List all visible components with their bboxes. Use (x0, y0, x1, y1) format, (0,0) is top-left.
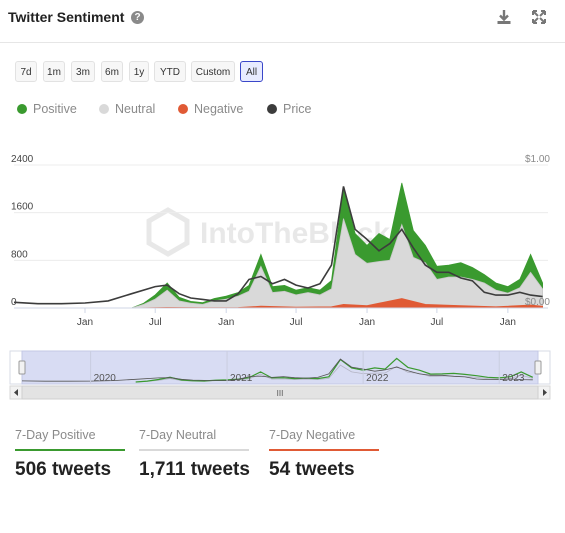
stat-positive-value: 506 tweets (15, 459, 112, 480)
stat-neutral-value: 1,711 tweets (139, 459, 250, 480)
y2-tick-label: $1.00 (525, 154, 550, 165)
navigator-positive-line (135, 357, 534, 383)
y-tick-label: 0 (11, 297, 17, 308)
legend-swatch-price (267, 104, 277, 114)
stat-negative-value: 54 tweets (269, 459, 355, 480)
legend-item-negative[interactable]: Negative (178, 102, 243, 116)
legend-item-price[interactable]: Price (267, 102, 311, 116)
legend-swatch-negative (178, 104, 188, 114)
x-tick-label: Jul (290, 317, 303, 328)
x-tick-label: Jan (500, 317, 516, 328)
scrollbar-grip: III (277, 389, 284, 398)
x-tick-label: Jan (218, 317, 234, 328)
stat-negative: 7-Day Negative 54 tweets (269, 425, 379, 481)
legend-swatch-neutral (99, 104, 109, 114)
x-tick-label: Jul (430, 317, 443, 328)
y-tick-label: 2400 (11, 154, 34, 165)
navigator-left-handle[interactable] (18, 360, 26, 375)
range-ytd-button[interactable]: YTD (154, 61, 186, 82)
legend-swatch-positive (17, 104, 27, 114)
stat-neutral-underline (139, 449, 249, 451)
scroll-left-arrow-icon[interactable] (14, 389, 18, 396)
stat-neutral: 7-Day Neutral 1,711 tweets (139, 425, 250, 481)
navigator-year-label: 2021 (230, 373, 253, 384)
legend-item-neutral[interactable]: Neutral (99, 102, 155, 116)
navigator-price-line (21, 358, 533, 382)
x-tick-label: Jul (149, 317, 162, 328)
range-1y-button[interactable]: 1y (129, 61, 149, 82)
range-7d-button[interactable]: 7d (15, 61, 37, 82)
scroll-right-arrow-icon[interactable] (543, 389, 547, 396)
download-icon[interactable] (495, 8, 513, 26)
x-tick-label: Jan (77, 317, 93, 328)
navigator-scrollbar-thumb[interactable] (21, 385, 539, 400)
y-tick-label: 1600 (11, 202, 34, 213)
y2-tick-label: $0.00 (525, 297, 550, 308)
range-6m-button[interactable]: 6m (101, 61, 123, 82)
stat-positive-underline (15, 449, 125, 451)
range-3m-button[interactable]: 3m (71, 61, 95, 82)
widget-header: Twitter Sentiment ? (0, 0, 565, 43)
help-icon[interactable]: ? (131, 11, 144, 24)
series-neutral-area[interactable] (131, 218, 544, 309)
x-tick-label: Jan (359, 317, 375, 328)
navigator-year-label: 2023 (502, 373, 525, 384)
stats-row: 7-Day Positive 506 tweets 7-Day Neutral … (0, 425, 565, 495)
navigator-year-label: 2020 (94, 373, 117, 384)
stat-negative-underline (269, 449, 379, 451)
expand-icon[interactable] (530, 8, 548, 26)
range-custom-button[interactable]: Custom (191, 61, 235, 82)
series-price-line[interactable] (13, 186, 543, 305)
stat-negative-label: 7-Day Negative (269, 428, 356, 442)
stat-neutral-label: 7-Day Neutral (139, 428, 217, 442)
navigator-right-handle[interactable] (534, 360, 542, 375)
stat-positive-label: 7-Day Positive (15, 428, 96, 442)
stat-positive: 7-Day Positive 506 tweets (15, 425, 125, 481)
navigator-year-label: 2022 (366, 373, 389, 384)
range-all-button[interactable]: All (240, 61, 263, 82)
widget-title: Twitter Sentiment (8, 9, 125, 25)
navigator-selection[interactable] (21, 350, 539, 385)
legend-item-positive[interactable]: Positive (17, 102, 77, 116)
y-tick-label: 800 (11, 249, 28, 260)
range-1m-button[interactable]: 1m (43, 61, 65, 82)
